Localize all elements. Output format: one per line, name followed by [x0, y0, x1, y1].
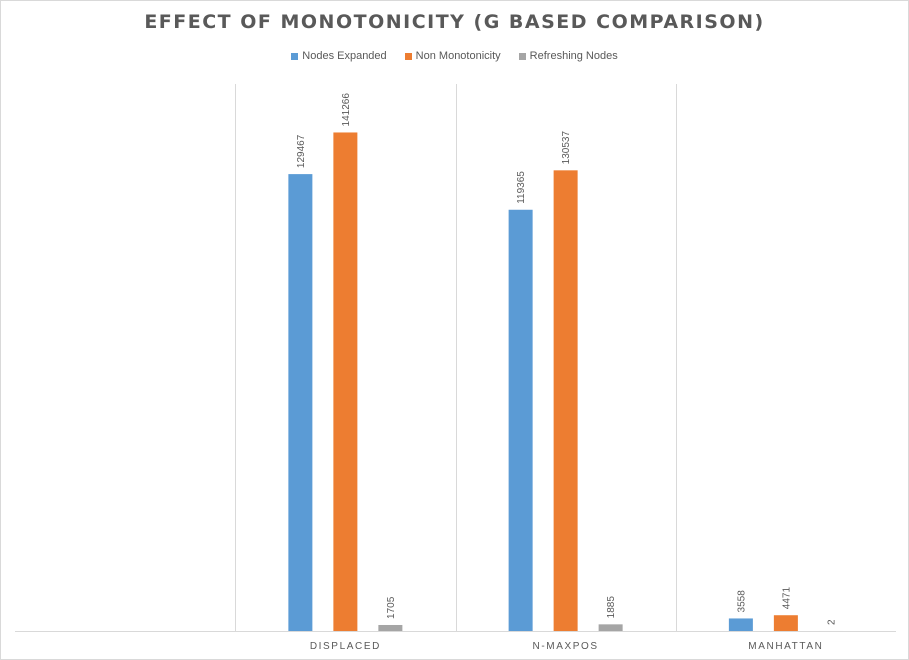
bar-nodes-expanded-manhattan [728, 618, 753, 631]
data-label-non-monotonicity-manhattan: 4471 [781, 587, 792, 610]
bar-non-monotonicity-manhattan [773, 615, 798, 631]
legend-swatch-nodes-expanded [291, 52, 299, 60]
legend-item-non-monotonicity: Non Monotonicity [404, 50, 501, 62]
data-label-nodes-expanded-displaced: 129467 [296, 134, 307, 168]
bar-non-monotonicity-displaced [333, 132, 358, 632]
x-tick-label-n-maxpos: N-MAXPOS [533, 641, 599, 652]
data-label-nodes-expanded-n-maxpos: 119365 [516, 171, 527, 204]
legend-item-nodes-expanded: Nodes Expanded [291, 50, 387, 62]
data-label-refreshing-nodes-n-maxpos: 1885 [606, 596, 617, 619]
bar-refreshing-nodes-n-maxpos [598, 624, 623, 631]
legend-swatch-non-monotonicity [404, 52, 412, 60]
legend-item-refreshing-nodes: Refreshing Nodes [518, 50, 618, 62]
data-label-refreshing-nodes-displaced: 1705 [386, 596, 397, 619]
bar-nodes-expanded-displaced [288, 174, 313, 631]
x-tick-label-manhattan: MANHATTAN [748, 641, 823, 652]
data-label-non-monotonicity-n-maxpos: 130537 [561, 131, 572, 165]
chart-title: EFFECT OF MONOTONICITY (G BASED COMPARIS… [144, 11, 765, 33]
data-label-nodes-expanded-manhattan: 3558 [736, 590, 747, 613]
bar-non-monotonicity-n-maxpos [553, 170, 578, 631]
data-label-non-monotonicity-displaced: 141266 [341, 93, 352, 127]
legend-swatch-refreshing-nodes [518, 52, 526, 60]
legend-label-non-monotonicity: Non Monotonicity [415, 50, 501, 62]
legend-label-nodes-expanded: Nodes Expanded [302, 50, 387, 62]
x-tick-label-displaced: DISPLACED [310, 641, 381, 652]
bar-refreshing-nodes-displaced [378, 624, 403, 631]
data-label-refreshing-nodes-manhattan: 2 [826, 619, 837, 625]
legend: Nodes Expanded Non Monotonicity Refreshi… [1, 50, 908, 62]
bar-nodes-expanded-n-maxpos [508, 209, 533, 631]
legend-label-refreshing-nodes: Refreshing Nodes [529, 50, 618, 62]
